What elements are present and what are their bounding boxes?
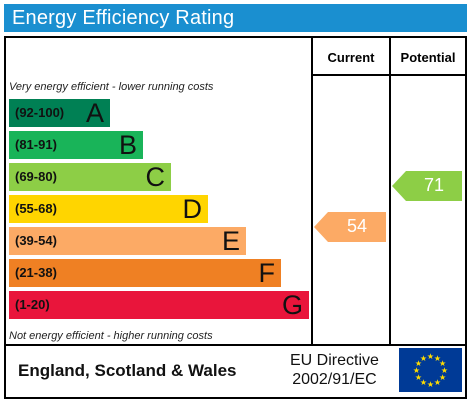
band-e: (39-54) E — [9, 226, 246, 256]
band-b-letter: B — [118, 130, 137, 160]
band-f: (21-38) F — [9, 258, 281, 288]
eu-star-icon: ★ — [415, 373, 422, 382]
footer-divider — [6, 344, 465, 346]
eu-directive-line1: EU Directive — [290, 352, 379, 369]
eu-star-icon: ★ — [441, 366, 448, 375]
note-efficient: Very energy efficient - lower running co… — [9, 81, 214, 93]
band-f-range: (21-38) — [15, 265, 57, 280]
band-g-range: (1-20) — [15, 297, 50, 312]
band-b: (81-91) B — [9, 130, 143, 160]
band-a: (92-100) A — [9, 98, 110, 128]
column-header-current: Current — [327, 50, 375, 65]
eu-star-icon: ★ — [415, 359, 422, 368]
band-d-letter: D — [182, 194, 203, 224]
eu-star-icon: ★ — [420, 378, 427, 387]
current-rating-arrow — [314, 212, 386, 242]
eu-star-icon: ★ — [413, 366, 420, 375]
eu-directive: EU Directive 2002/91/EC — [290, 351, 379, 389]
band-g-letter: G — [281, 290, 303, 320]
eu-star-icon: ★ — [427, 380, 434, 389]
band-e-letter: E — [221, 226, 240, 256]
header-divider — [311, 74, 465, 76]
potential-rating-value: 71 — [423, 175, 445, 195]
eu-star-icon: ★ — [434, 378, 441, 387]
band-g: (1-20) G — [9, 290, 309, 320]
band-d: (55-68) D — [9, 194, 208, 224]
eu-directive-line2: 2002/91/EC — [292, 371, 377, 388]
band-d-range: (55-68) — [15, 201, 57, 216]
column-header-potential: Potential — [400, 50, 456, 65]
band-f-letter: F — [258, 258, 276, 288]
title-bar: Energy Efficiency Rating — [4, 4, 467, 32]
current-rating-value: 54 — [346, 216, 368, 236]
band-c: (69-80) C — [9, 162, 171, 192]
potential-rating-arrow — [392, 171, 462, 201]
region-label: England, Scotland & Wales — [18, 361, 237, 380]
eu-star-icon: ★ — [420, 354, 427, 363]
note-inefficient: Not energy efficient - higher running co… — [9, 330, 213, 342]
column-divider-current — [311, 38, 313, 346]
band-a-range: (92-100) — [15, 105, 65, 120]
eu-star-icon: ★ — [427, 352, 434, 361]
rating-table: Current Potential Very energy efficient … — [4, 36, 467, 399]
eu-flag-icon: ★ ★ ★ ★ ★ ★ ★ ★ ★ ★ ★ ★ — [399, 348, 462, 392]
eu-stars-icon: ★ ★★★★★★★★★★★ — [413, 352, 448, 389]
band-c-letter: C — [145, 162, 166, 192]
page-title: Energy Efficiency Rating — [12, 7, 235, 29]
eu-star-icon: ★ — [439, 373, 446, 382]
band-e-range: (39-54) — [15, 233, 57, 248]
band-b-range: (81-91) — [15, 137, 57, 152]
column-divider-potential — [389, 38, 391, 346]
eu-star-icon: ★ — [439, 359, 446, 368]
band-a-letter: A — [85, 98, 104, 128]
band-c-range: (69-80) — [15, 169, 57, 184]
eu-star-icon: ★ — [434, 354, 441, 363]
